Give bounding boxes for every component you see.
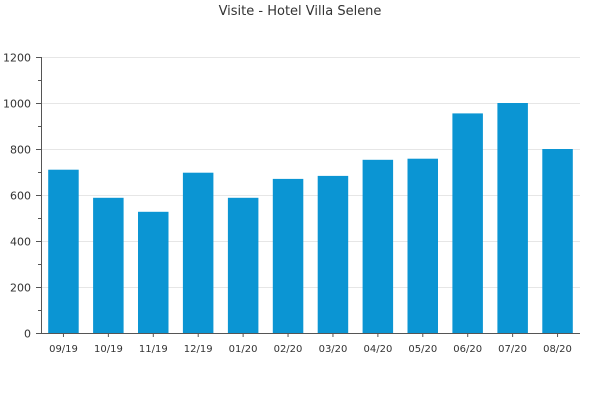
y-tick-label: 1000 — [3, 98, 31, 111]
bar-08-20 — [542, 149, 573, 333]
bar-04-20 — [362, 159, 394, 333]
x-tick-label: 07/20 — [498, 344, 527, 355]
x-tick-label: 06/20 — [453, 344, 482, 355]
bar-09-19 — [48, 169, 79, 333]
bar-05-20 — [407, 158, 438, 333]
x-tick-label: 11/19 — [139, 344, 168, 355]
y-tick-label: 600 — [10, 190, 31, 203]
bar-01-20 — [227, 197, 259, 333]
x-tick-label: 10/19 — [94, 344, 123, 355]
bar-02-20 — [272, 178, 304, 333]
bars — [48, 103, 573, 334]
tick-labels: 0 200 400 600 800 1000 1200 09/19 10/19 11/19 12/1… — [3, 52, 572, 356]
chart-title: Visite - Hotel Villa Selene — [218, 4, 382, 19]
x-tick-label: 04/20 — [363, 344, 392, 355]
x-tick-label: 01/20 — [229, 344, 258, 355]
y-tick-label: 800 — [10, 144, 31, 157]
x-tick-label: 05/20 — [408, 344, 437, 355]
bar-07-20 — [497, 103, 528, 333]
axes — [36, 57, 580, 337]
y-tick-label: 0 — [24, 328, 31, 341]
x-tick-label: 03/20 — [319, 344, 348, 355]
x-tick-label: 02/20 — [274, 344, 303, 355]
bar-10-19 — [93, 197, 124, 333]
grid-lines — [41, 57, 580, 288]
bar-06-20 — [452, 113, 483, 334]
y-tick-label: 400 — [10, 236, 31, 249]
y-tick-label: 200 — [10, 282, 31, 295]
y-tick-label: 1200 — [3, 52, 31, 65]
x-tick-label: 08/20 — [543, 344, 572, 355]
bar-12-19 — [182, 172, 214, 333]
x-tick-label: 12/19 — [184, 344, 213, 355]
bar-11-19 — [138, 211, 169, 333]
bar-03-20 — [317, 175, 349, 333]
x-tick-label: 09/19 — [49, 344, 78, 355]
